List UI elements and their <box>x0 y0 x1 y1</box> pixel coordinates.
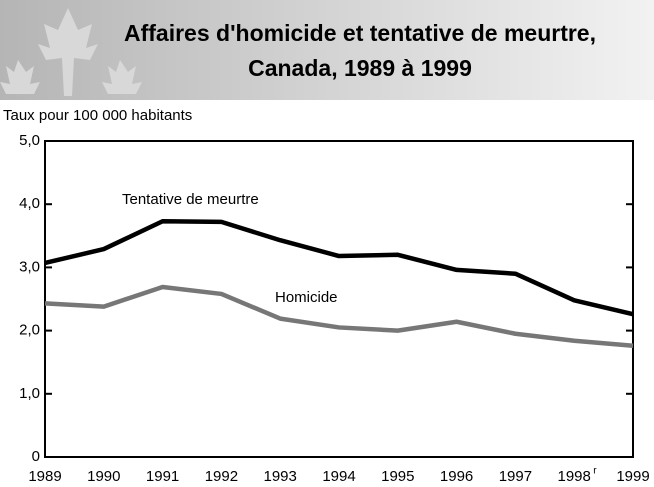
y-tick-label: 4,0 <box>19 195 40 212</box>
x-tick-label: 1993 <box>264 468 297 485</box>
x-tick-label: 1995 <box>381 468 414 485</box>
plot-frame <box>44 140 634 458</box>
x-tick-label: 1989 <box>28 468 61 485</box>
x-tick-label: 1999 <box>616 468 649 485</box>
x-tick-label: 1998 <box>558 468 591 485</box>
y-tick-label: 0 <box>32 448 40 465</box>
y-tick-label: 2,0 <box>19 322 40 339</box>
series-label: Homicide <box>275 289 338 306</box>
x-tick-label: 1997 <box>499 468 532 485</box>
chart-title: Canada, 1989 à 1999 <box>248 55 472 81</box>
series-label: Tentative de meurtre <box>122 191 259 208</box>
y-tick-label: 1,0 <box>19 385 40 402</box>
x-tick-label: 1991 <box>146 468 179 485</box>
x-tick-label: 1992 <box>205 468 238 485</box>
y-tick-label: 3,0 <box>19 258 40 275</box>
series-line <box>44 284 634 349</box>
x-tick-label: 1996 <box>440 468 473 485</box>
logo <box>0 8 142 96</box>
header-banner <box>0 0 654 100</box>
y-axis-label: Taux pour 100 000 habitants <box>3 107 192 124</box>
chart-title: Affaires d'homicide et tentative de meur… <box>124 20 596 46</box>
series-line <box>44 219 634 317</box>
x-tick-label: 1994 <box>322 468 355 485</box>
x-tick-label: 1990 <box>87 468 120 485</box>
revised-marker: r <box>593 466 597 477</box>
y-tick-label: 5,0 <box>19 132 40 149</box>
